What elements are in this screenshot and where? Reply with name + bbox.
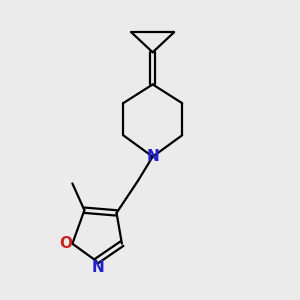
Text: O: O: [59, 236, 72, 251]
Text: N: N: [92, 260, 104, 275]
Text: N: N: [146, 149, 159, 164]
